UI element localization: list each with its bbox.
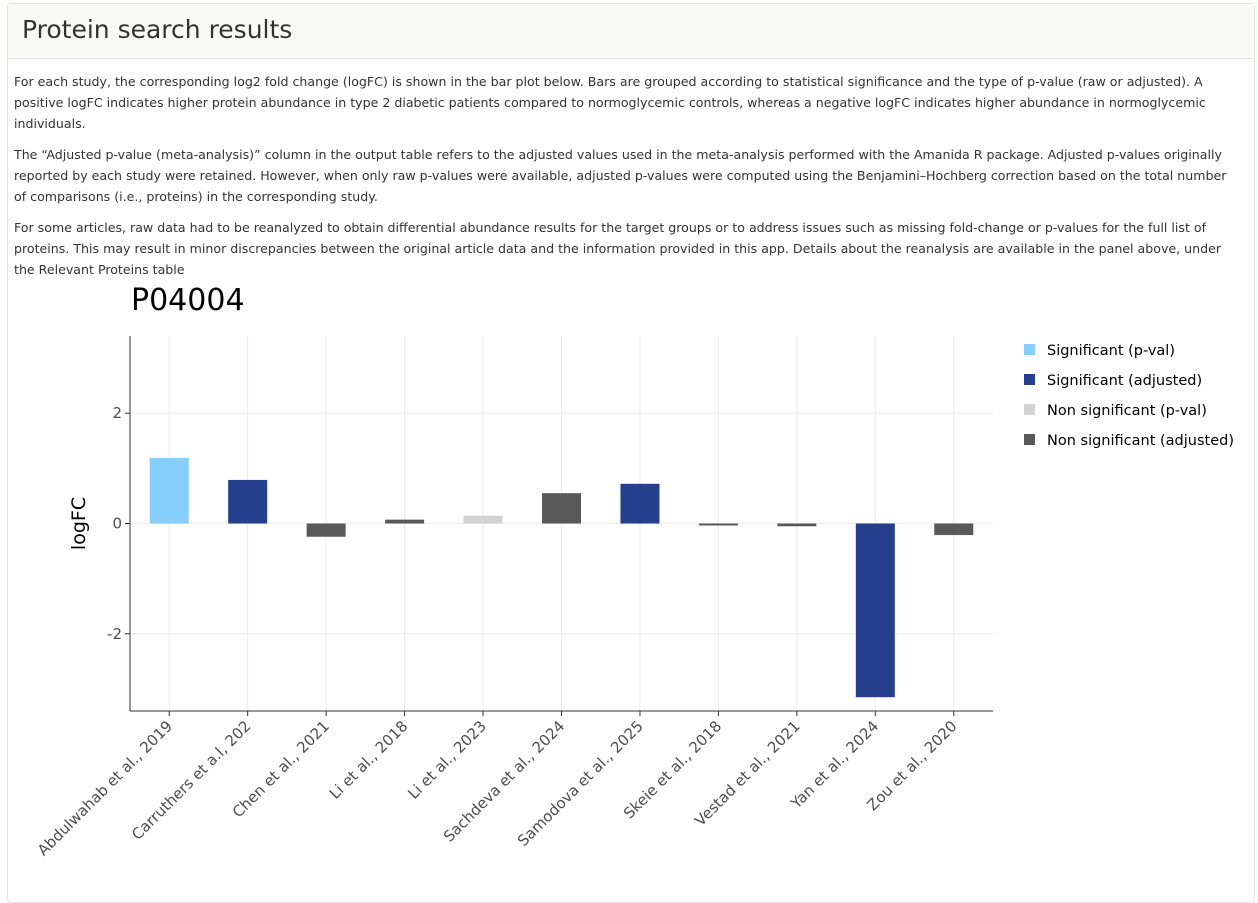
bar-3 bbox=[306, 523, 346, 537]
bar-11 bbox=[934, 523, 974, 536]
bar-9 bbox=[777, 523, 817, 527]
y-axis-label: logFC bbox=[68, 497, 90, 550]
description-paragraph-3: For some articles, raw data had to be re… bbox=[14, 220, 1222, 277]
x-tick-label: Abdulwahab et al., 2019 bbox=[34, 717, 176, 859]
x-tick-label: Li et al., 2023 bbox=[404, 717, 490, 803]
legend-label: Significant (p-val) bbox=[1047, 343, 1175, 359]
bar-10 bbox=[855, 523, 895, 698]
bar-7 bbox=[620, 483, 660, 524]
description-paragraph-1: For each study, the corresponding log2 f… bbox=[14, 74, 1206, 131]
bar-6 bbox=[542, 493, 581, 524]
bar-8 bbox=[698, 523, 738, 526]
chart-container: P04004 -2 0 2 logFC Abdulwahab et al., 2019 Ca… bbox=[0, 270, 1258, 888]
bar-1 bbox=[149, 457, 189, 524]
legend-label: Non significant (adjusted) bbox=[1047, 433, 1234, 449]
bar-2 bbox=[228, 479, 268, 524]
y-tick-label: -2 bbox=[107, 625, 122, 643]
x-tick-label: Samodova et al., 2025 bbox=[514, 717, 647, 850]
y-tick-label: 0 bbox=[112, 515, 122, 533]
panel-heading: Protein search results bbox=[8, 4, 1254, 59]
legend-label: Non significant (p-val) bbox=[1047, 403, 1207, 419]
x-tick-label: Li et al., 2018 bbox=[326, 717, 412, 803]
legend-swatch bbox=[1024, 404, 1035, 415]
bar-4 bbox=[385, 519, 425, 524]
results-panel: Protein search results bbox=[7, 3, 1255, 903]
description: For each study, the corresponding log2 f… bbox=[14, 71, 1234, 290]
chart-title: P04004 bbox=[131, 283, 245, 318]
description-paragraph-2: The “Adjusted p-value (meta-analysis)” c… bbox=[14, 147, 1227, 204]
legend-swatch bbox=[1024, 344, 1035, 355]
panel-title: Protein search results bbox=[22, 15, 293, 44]
bar-5 bbox=[463, 515, 503, 524]
legend-swatch bbox=[1024, 434, 1035, 445]
legend-label: Significant (adjusted) bbox=[1047, 373, 1202, 389]
legend-swatch bbox=[1024, 374, 1035, 385]
y-tick-label: 2 bbox=[112, 404, 122, 422]
